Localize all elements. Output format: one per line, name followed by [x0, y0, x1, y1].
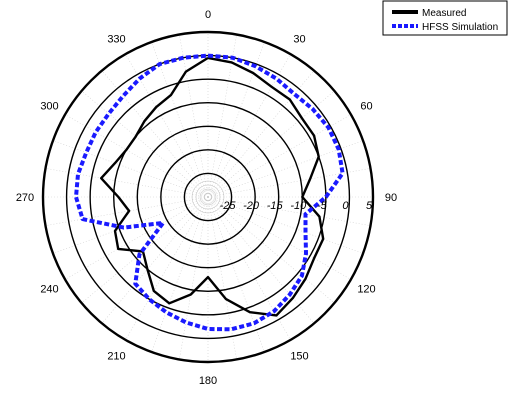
series-layer [74, 53, 345, 332]
grid-spoke-220 [101, 196, 209, 324]
angle-tick-label-5: 150 [290, 351, 308, 363]
grid-spoke-250 [52, 196, 209, 254]
radial-tick-label-4: -5 [317, 200, 328, 212]
grid-spoke-10 [207, 34, 237, 198]
grid-spoke-240 [64, 196, 209, 280]
grid-spoke-190 [179, 196, 209, 360]
grid-spoke-230 [81, 196, 209, 304]
grid-spoke-130 [207, 196, 335, 304]
angle-tick-label-10: 300 [40, 101, 58, 113]
grid-spoke-30 [207, 53, 291, 198]
angle-tick-label-8: 240 [40, 284, 58, 296]
grid-spoke-280 [45, 168, 209, 198]
grid-ring-2 [136, 125, 280, 269]
legend-label-simulation: HFSS Simulation [422, 22, 498, 33]
grid-spoke-330 [125, 53, 209, 198]
angle-tick-label-3: 90 [385, 192, 397, 204]
legend-box [382, 0, 508, 36]
grid-spoke-20 [207, 41, 265, 198]
grid-inner-ring-3 [195, 184, 221, 210]
grid-spoke-160 [207, 196, 265, 353]
grid-inner-ring-1 [203, 192, 213, 202]
grid-spoke-340 [151, 41, 209, 198]
radial-tick-label-2: -15 [267, 200, 284, 212]
polar-grid [41, 30, 375, 364]
radial-tick-label-3: -10 [290, 200, 307, 212]
angle-tick-label-2: 60 [360, 101, 372, 113]
grid-spoke-50 [207, 90, 335, 198]
grid-spoke-300 [64, 114, 209, 198]
radial-tick-label-5: 0 [342, 200, 349, 212]
grid-inner-ring-4 [191, 180, 225, 214]
grid-spoke-120 [207, 196, 352, 280]
grid-spoke-100 [207, 196, 371, 226]
grid-spoke-80 [207, 168, 371, 198]
legend: Measured HFSS Simulation [382, 0, 508, 36]
grid-spoke-350 [179, 34, 209, 198]
grid-spoke-140 [207, 196, 315, 324]
grid-spoke-110 [207, 196, 364, 254]
grid-spoke-200 [151, 196, 209, 353]
angle-tick-label-11: 330 [107, 34, 125, 46]
grid-spoke-210 [125, 196, 209, 341]
grid-ring-1 [160, 149, 256, 245]
angle-tick-label-6: 180 [199, 375, 217, 387]
radial-tick-label-0: -25 [220, 200, 237, 212]
grid-spoke-40 [207, 70, 315, 198]
grid-spoke-310 [81, 90, 209, 198]
angle-tick-label-1: 30 [293, 34, 305, 46]
series-line-0 [100, 56, 325, 317]
grid-inner-ring-2 [199, 188, 217, 206]
angle-tick-label-9: 270 [16, 192, 34, 204]
radial-tick-label-1: -20 [243, 200, 260, 212]
angle-tick-label-4: 120 [357, 284, 375, 296]
grid-spoke-260 [45, 196, 209, 226]
legend-label-measured: Measured [422, 8, 466, 19]
axis-labels: 0 30 60 90 120 150 180 210 240 270 300 330 -25 -20 -15… [16, 9, 397, 387]
grid-spoke-320 [101, 70, 209, 198]
radial-tick-label-6: 5 [366, 200, 373, 212]
grid-spoke-150 [207, 196, 291, 341]
angle-tick-label-0: 0 [205, 9, 211, 21]
angle-tick-label-7: 210 [107, 351, 125, 363]
grid-ring-5 [65, 54, 351, 340]
grid-spoke-290 [52, 140, 209, 198]
grid-ring-6 [41, 30, 375, 364]
grid-spoke-60 [207, 114, 352, 198]
grid-spoke-70 [207, 140, 364, 198]
grid-spoke-170 [207, 196, 237, 360]
grid-ring-0 [183, 172, 233, 222]
series-line-1 [74, 53, 345, 332]
